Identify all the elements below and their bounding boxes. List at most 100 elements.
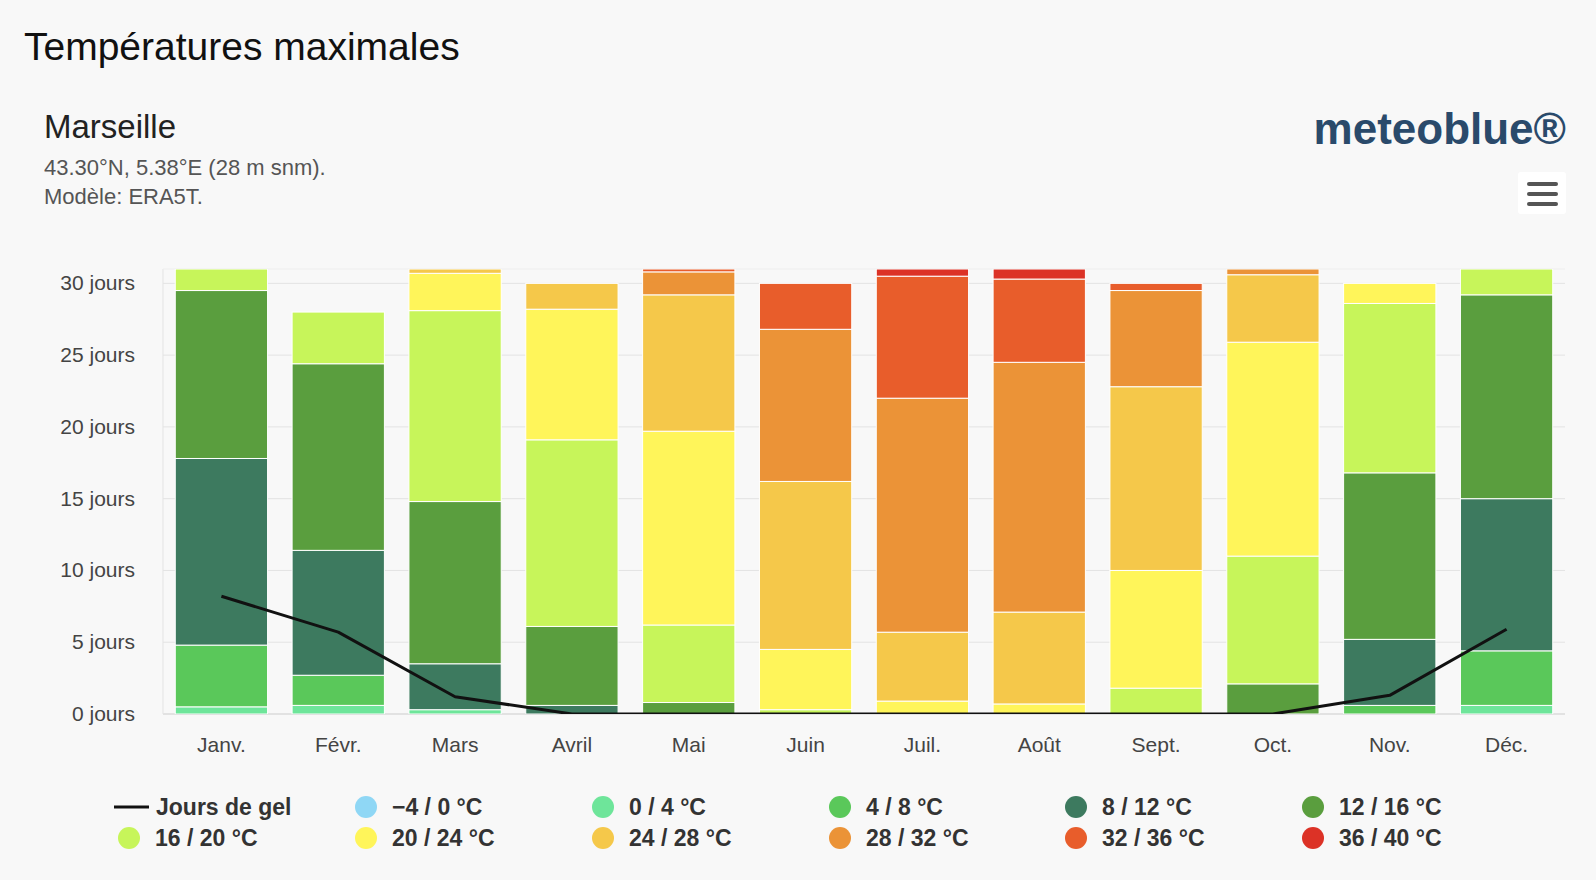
y-ticks: 0 jours5 jours10 jours15 jours20 jours25… [60,271,135,725]
bar-segment [409,269,501,270]
bar-segment [876,398,968,632]
model-info: Modèle: ERA5T. [44,184,203,209]
bar-segment [1460,269,1552,295]
x-tick-label: Févr. [315,733,362,756]
bar-segment [292,675,384,705]
legend-item[interactable]: 0 / 4 °C [592,794,706,820]
legend-item[interactable]: 12 / 16 °C [1302,794,1442,820]
bar-segment [1460,295,1552,499]
y-tick-label: 15 jours [60,487,135,510]
legend-item[interactable]: 32 / 36 °C [1065,825,1205,851]
legend-item[interactable]: −4 / 0 °C [355,794,482,820]
bar-segment [643,431,735,625]
title: Températures maximales [24,25,460,68]
legend-swatch [1302,796,1324,818]
grid [163,283,1565,714]
legend-swatch [592,796,614,818]
bar-segment [1460,269,1552,270]
legend-label: 20 / 24 °C [392,825,495,851]
legend-item[interactable]: 28 / 32 °C [829,825,969,851]
legend-label: Jours de gel [156,794,291,820]
x-tick-label: Janv. [197,733,246,756]
bar-segment [175,458,267,645]
subtitle: Marseille [44,108,176,145]
bar-segment [1227,269,1319,270]
bar-segment [292,312,384,364]
bar-segment [409,311,501,502]
bar-segment [526,309,618,440]
x-tick-label: Juin [786,733,825,756]
bar-segment [409,273,501,310]
legend-label: 8 / 12 °C [1102,794,1192,820]
bar-segment [409,502,501,664]
legend-swatch [118,827,140,849]
bar-segment [1460,499,1552,651]
bar-segment [876,632,968,701]
legend-swatch [829,796,851,818]
legend-label: 32 / 36 °C [1102,825,1205,851]
bar-segment [876,701,968,714]
menu-bg [1518,172,1566,214]
bar-segment [1460,269,1552,270]
legend-item[interactable]: 16 / 20 °C [118,825,258,851]
bar-segment [643,272,735,295]
bar-segment [1110,570,1202,688]
legend-label: 28 / 32 °C [866,825,969,851]
bar-segment [993,704,1085,714]
bar-segment [175,645,267,707]
bar-segment [1110,283,1202,284]
legend-item[interactable]: 36 / 40 °C [1302,825,1442,851]
chart-root: Températures maximales Marseille 43.30°N, … [0,0,1596,880]
location-info: 43.30°N, 5.38°E (28 m snm). [44,155,326,180]
bar-segment [1460,705,1552,714]
legend-label: 4 / 8 °C [866,794,943,820]
y-tick-label: 20 jours [60,415,135,438]
bar-segment [1460,269,1552,270]
menu-bar [1527,192,1558,196]
bar-segment [1344,473,1436,640]
bar-segment [1227,269,1319,270]
bar-segment [409,710,501,714]
x-tick-label: Mai [672,733,706,756]
legend-item[interactable]: 8 / 12 °C [1065,794,1192,820]
frost-line [221,596,1506,714]
bar-segment [1227,269,1319,275]
x-tick-label: Déc. [1485,733,1528,756]
legend-item[interactable]: 24 / 28 °C [592,825,732,851]
bar-segment [526,283,618,309]
bar-segment [292,705,384,714]
bar-segment [292,312,384,313]
bar-segment [1344,303,1436,472]
legend-swatch [1065,827,1087,849]
bar-segment [292,550,384,675]
y-tick-label: 30 jours [60,271,135,294]
bar-segment [526,283,618,284]
y-tick-label: 0 jours [72,702,135,725]
bar-segment [876,269,968,276]
bar-segment [993,612,1085,704]
legend-item[interactable]: 4 / 8 °C [829,794,943,820]
legend-label: −4 / 0 °C [392,794,482,820]
menu-bar [1527,182,1558,186]
bar-segment [409,269,501,270]
bar-segment [292,312,384,313]
bar-segment [1227,275,1319,342]
bar-segment [175,269,267,270]
x-tick-label: Sept. [1132,733,1181,756]
legend-swatch [829,827,851,849]
bar-segment [175,291,267,459]
bar-segment [1344,283,1436,303]
x-tick-label: Oct. [1254,733,1293,756]
bar-segment [175,269,267,270]
bar-segment [1460,269,1552,270]
legend-item[interactable]: Jours de gel [114,794,291,820]
bar-segment [643,269,735,272]
y-tick-label: 25 jours [60,343,135,366]
bar-segment [643,703,735,714]
bar-segment [175,269,267,270]
plot-top-line [163,269,1565,270]
legend-item[interactable]: 20 / 24 °C [355,825,495,851]
bar-segment [1344,283,1436,284]
bar-segment [1460,651,1552,706]
menu-icon[interactable] [1518,172,1566,214]
